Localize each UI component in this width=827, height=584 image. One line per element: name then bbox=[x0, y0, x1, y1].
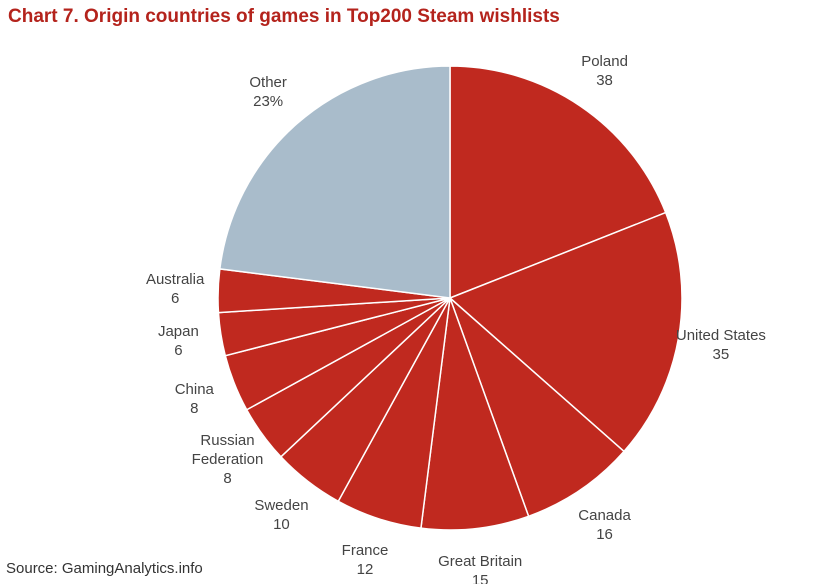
category-label: Poland bbox=[581, 52, 628, 70]
category-label: Sweden bbox=[254, 497, 309, 515]
value-label: 16 bbox=[596, 526, 613, 544]
slice-label: United States 35 bbox=[661, 326, 781, 364]
value-label: 15 bbox=[471, 572, 489, 584]
value-label: 38 bbox=[596, 71, 613, 89]
value-label: 35 bbox=[712, 346, 730, 364]
category-label: Other bbox=[249, 73, 287, 91]
category-label: Canada bbox=[578, 507, 631, 525]
slice-label: Australia 6 bbox=[115, 270, 235, 308]
slice-label: France 12 bbox=[305, 541, 425, 579]
source-note: Source: GamingAnalytics.info bbox=[6, 560, 203, 577]
category-label: United States bbox=[675, 327, 766, 345]
slice-label: China 8 bbox=[134, 380, 254, 418]
value-label: 6 bbox=[174, 342, 183, 360]
category-label: Russian Federation bbox=[191, 432, 264, 469]
category-label: France bbox=[341, 541, 389, 559]
slice-label: Great Britain 15 bbox=[420, 552, 540, 584]
pie-slice bbox=[448, 211, 683, 453]
category-label: Japan bbox=[157, 323, 199, 341]
slice-label: Poland 38 bbox=[545, 52, 665, 90]
value-label: 23% bbox=[253, 92, 284, 110]
value-label: 12 bbox=[356, 560, 374, 578]
chart-title: Chart 7. Origin countries of games in To… bbox=[8, 6, 560, 27]
value-label: 8 bbox=[223, 470, 232, 488]
slice-label: Canada 16 bbox=[545, 506, 665, 544]
pie-slice bbox=[218, 65, 451, 299]
value-label: 10 bbox=[273, 516, 290, 534]
category-label: China bbox=[174, 381, 214, 399]
slice-label: Sweden 10 bbox=[221, 496, 341, 534]
slice-label: Other 23% bbox=[208, 73, 328, 111]
slice-label: Russian Federation 8 bbox=[168, 431, 288, 488]
category-label: Great Britain bbox=[438, 553, 523, 571]
category-label: Australia bbox=[145, 271, 205, 289]
value-label: 6 bbox=[170, 290, 180, 308]
value-label: 8 bbox=[190, 400, 199, 418]
pie-slice bbox=[449, 65, 667, 300]
pie-slice bbox=[420, 297, 530, 531]
pie-slice bbox=[449, 297, 626, 518]
slice-label: Japan 6 bbox=[118, 322, 238, 360]
